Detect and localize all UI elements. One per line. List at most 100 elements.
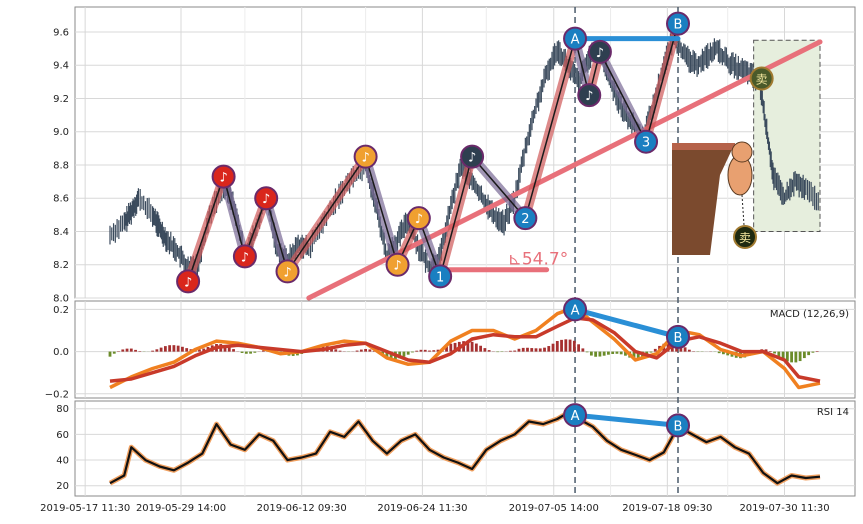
macd-histogram-bar [607,352,610,355]
macd-histogram-bar [241,352,244,353]
macd-histogram-bar [790,352,793,363]
y-tick-label-price: 9.6 [53,27,69,38]
marker-label: ♪ [361,151,369,166]
macd-histogram-bar [539,348,542,351]
marker-label: ♪ [585,89,593,104]
macd-histogram-bar [424,350,427,352]
y-tick-label-macd: −0.2 [45,389,69,400]
macd-histogram-bar [603,352,606,356]
macd-histogram-bar [403,352,406,357]
macd-histogram-bar [232,349,235,352]
macd-histogram-bar [769,351,772,352]
macd-histogram-bar [134,350,137,352]
macd-histogram-bar [535,348,538,351]
marker-label: ♪ [415,212,423,227]
macd-histogram-bar [807,352,810,356]
marker-label: B [674,419,683,434]
marker-label: A [571,409,580,424]
macd-histogram-bar [509,351,512,352]
macd-histogram-bar [599,352,602,357]
macd-histogram-bar [718,352,721,354]
macd-histogram-bar [249,352,252,354]
marker-label: A [571,303,580,318]
macd-histogram-bar [688,350,691,352]
marker-label: 1 [436,270,444,285]
macd-histogram-bar [360,350,363,352]
macd-histogram-bar [812,352,815,353]
macd-histogram-bar [569,340,572,352]
macd-histogram-bar [526,348,529,352]
macd-histogram-bar [130,349,133,352]
macd-histogram-bar [620,352,623,355]
macd-histogram-bar [364,349,367,352]
macd-histogram-bar [552,344,555,352]
y-tick-label-price: 8.4 [53,227,69,238]
macd-histogram-bar [530,348,533,352]
macd-histogram-bar [407,352,410,355]
sell-marker-bottom-label: 卖 [739,231,751,245]
macd-histogram-bar [483,348,486,352]
macd-histogram-bar [449,344,452,352]
macd-histogram-bar [773,352,776,354]
macd-histogram-bar [160,348,163,352]
macd-histogram-bar [475,344,478,352]
macd-histogram-bar [185,348,188,351]
x-tick-label: 2019-06-12 09:30 [257,503,347,514]
macd-histogram-bar [339,351,342,352]
macd-histogram-bar [794,352,797,363]
macd-histogram-bar [168,345,171,351]
y-tick-label-price: 8.6 [53,194,69,205]
macd-histogram-bar [151,351,154,352]
macd-histogram-bar [560,340,563,352]
x-tick-label: 2019-07-30 11:30 [739,503,829,514]
macd-histogram-bar [564,339,567,351]
marker-label: ♪ [262,192,270,207]
y-tick-label-price: 8.8 [53,160,69,171]
marker-label: ♪ [596,46,604,61]
macd-histogram-bar [411,352,414,353]
marker-label: ♪ [393,259,401,274]
macd-histogram-bar [513,351,516,352]
marker-label: B [674,331,683,346]
macd-histogram-bar [581,348,584,351]
macd-histogram-bar [334,349,337,351]
dog-head [732,142,752,162]
marker-label: 3 [642,136,650,151]
y-tick-label-price: 9.4 [53,61,69,72]
y-tick-label-rsi: 40 [56,456,69,467]
marker-label: ♪ [468,151,476,166]
macd-histogram-bar [155,349,158,351]
y-tick-label-price: 8.2 [53,260,69,271]
macd-histogram-bar [415,351,418,352]
macd-histogram-bar [368,349,371,351]
macd-histogram-bar [654,349,657,352]
macd-histogram-bar [479,346,482,352]
sell-marker-top-label: 卖 [756,73,768,87]
y-tick-label-rsi: 80 [56,404,69,415]
macd-histogram-bar [590,352,593,356]
macd-histogram-bar [594,352,597,357]
y-tick-label-rsi: 20 [56,481,69,492]
macd-histogram-bar [126,349,129,352]
y-tick-label-price: 9.0 [53,127,69,138]
macd-histogram-bar [488,350,491,352]
macd-histogram-bar [245,352,248,354]
rsi-legend: RSI 14 [817,407,849,418]
macd-histogram-bar [816,351,819,352]
macd-histogram-bar [428,351,431,352]
macd-histogram-bar [799,352,802,361]
marker-label: ♪ [283,265,291,280]
y-tick-label-macd: 0.2 [53,305,69,316]
marker-label: ♪ [241,250,249,265]
x-tick-label: 2019-07-05 14:00 [509,503,599,514]
macd-legend: MACD (12,26,9) [770,309,849,320]
cliff-top [672,143,735,150]
macd-histogram-bar [803,352,806,358]
macd-histogram-bar [177,346,180,352]
marker-label: A [571,33,580,48]
angle-label: ⊾54.7° [508,250,569,270]
x-tick-label: 2019-05-29 14:00 [136,503,226,514]
macd-histogram-bar [522,348,525,352]
